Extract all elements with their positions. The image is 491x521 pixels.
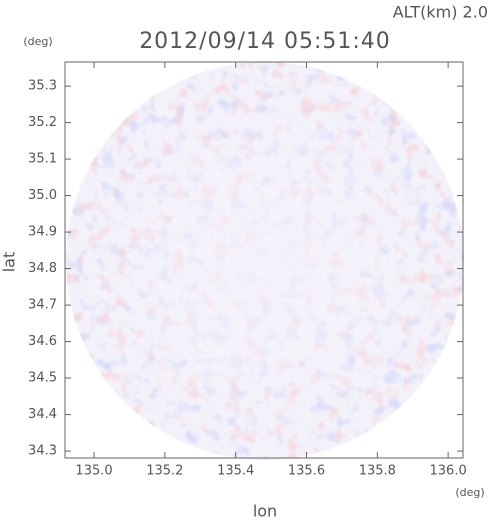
y-tick-label: 35.0: [28, 188, 57, 203]
x-tick-label: 135.4: [217, 464, 254, 479]
radar-field: [66, 62, 464, 460]
y-tick-label: 34.8: [28, 261, 57, 276]
y-tick-label: 34.4: [28, 407, 57, 422]
x-tick-label: 135.2: [146, 464, 183, 479]
y-tick-label: 35.2: [28, 115, 57, 130]
x-tick-label: 136.0: [430, 464, 467, 479]
y-tick-label: 34.3: [28, 444, 57, 459]
chart-title: 2012/09/14 05:51:40: [139, 29, 391, 54]
x-unit: (deg): [455, 486, 484, 499]
y-tick-label: 34.9: [28, 225, 57, 240]
y-tick-label: 34.6: [28, 334, 57, 349]
y-unit: (deg): [23, 35, 52, 48]
x-axis-label: lon: [253, 502, 277, 521]
plot-frame: [64, 61, 464, 459]
x-tick-label: 135.6: [288, 464, 325, 479]
y-tick-label: 34.7: [28, 298, 57, 313]
y-tick-label: 35.3: [28, 79, 57, 94]
y-axis-label: lat: [0, 252, 19, 273]
altitude-label: ALT(km) 2.0: [393, 3, 488, 22]
y-tick-label: 34.5: [28, 371, 57, 386]
y-tick-label: 35.1: [28, 152, 57, 167]
x-tick-label: 135.8: [359, 464, 396, 479]
x-tick-label: 135.0: [75, 464, 112, 479]
